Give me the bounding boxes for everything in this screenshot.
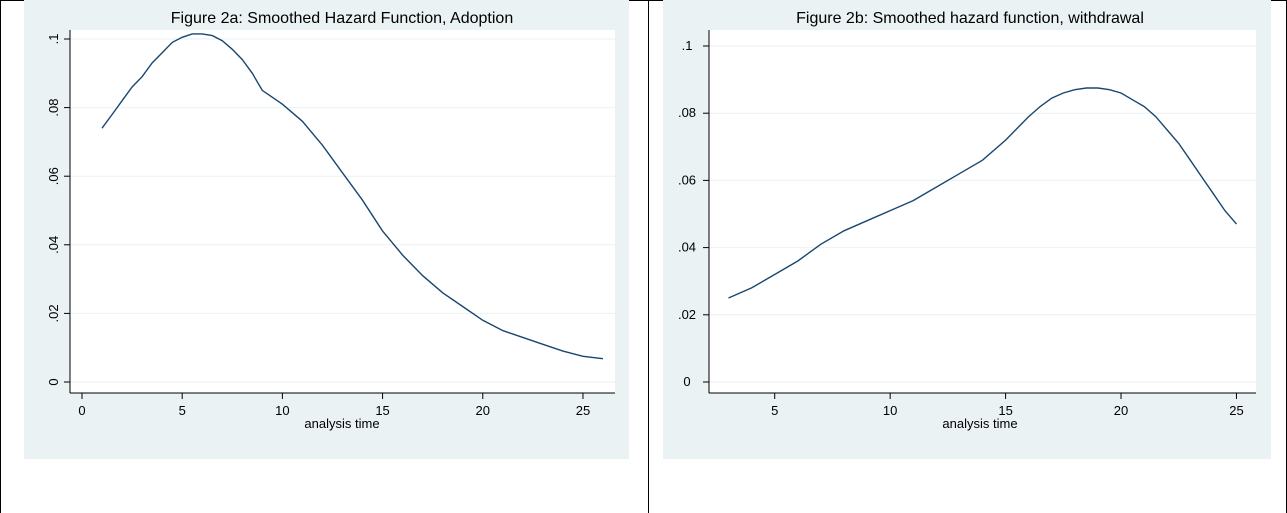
chart-a-x-tick-label: 10 (275, 403, 289, 418)
chart-a-title: Figure 2a: Smoothed Hazard Function, Ado… (171, 10, 513, 27)
chart-a-y-tick-label: 0 (46, 378, 61, 385)
chart-b-title: Figure 2b: Smoothed hazard function, wit… (796, 10, 1144, 27)
chart-b-y-tick-label: .06 (678, 172, 696, 187)
chart-a-gridlines (70, 38, 615, 383)
chart-b-y-tick-label: 0 (683, 374, 690, 389)
chart-b-y-tick-label: .08 (678, 105, 696, 120)
chart-b-x-tick-label: 15 (998, 403, 1012, 418)
chart-b-x-tick-label: 25 (1229, 403, 1243, 418)
chart-b-x-tick-label: 5 (771, 403, 778, 418)
chart-panel-a: 0 .02 .04 .06 .08 .1 0 5 10 15 20 25 Figure 2a: Smo… (24, 0, 629, 459)
chart-a-plot-area (70, 30, 615, 393)
chart-a-x-tick-label: 0 (78, 403, 85, 418)
chart-a-y-tick-label: .08 (46, 99, 61, 117)
chart-a-y-tick-label: .04 (46, 236, 61, 254)
chart-a-x-tick-label: 20 (476, 403, 490, 418)
chart-a-y-tick-label: .02 (46, 304, 61, 322)
chart-b-x-tick-label: 20 (1114, 403, 1128, 418)
chart-a-x-axis-label: analysis time (304, 416, 379, 431)
chart-b-plot-area (709, 30, 1256, 393)
chart-a-x-tick-label: 15 (375, 403, 389, 418)
chart-a-x-tick-label: 25 (576, 403, 590, 418)
chart-a-y-tick-label: .06 (46, 167, 61, 185)
chart-b-y-tick-label: .02 (678, 307, 696, 322)
chart-b-x-tick-label: 10 (883, 403, 897, 418)
chart-a-y-tick-label: .1 (46, 34, 61, 45)
chart-a-series-line (101, 33, 604, 360)
chart-b-gridlines (709, 45, 1256, 383)
chart-b-y-tick-label: .1 (682, 38, 693, 53)
chart-a-x-tick-label: 5 (179, 403, 186, 418)
chart-b-series-line (728, 87, 1238, 299)
chart-panel-b: 0 .02 .04 .06 .08 .1 5 10 15 20 25 Figure 2b: Smoo… (663, 0, 1271, 459)
chart-b-x-axis-label: analysis time (942, 416, 1017, 431)
chart-b-y-tick-label: .04 (678, 240, 696, 255)
chart-a-ticks: 0 .02 .04 .06 .08 .1 0 5 10 15 20 25 (46, 34, 590, 418)
chart-b-ticks: 0 .02 .04 .06 .08 .1 5 10 15 20 25 (678, 38, 1244, 418)
